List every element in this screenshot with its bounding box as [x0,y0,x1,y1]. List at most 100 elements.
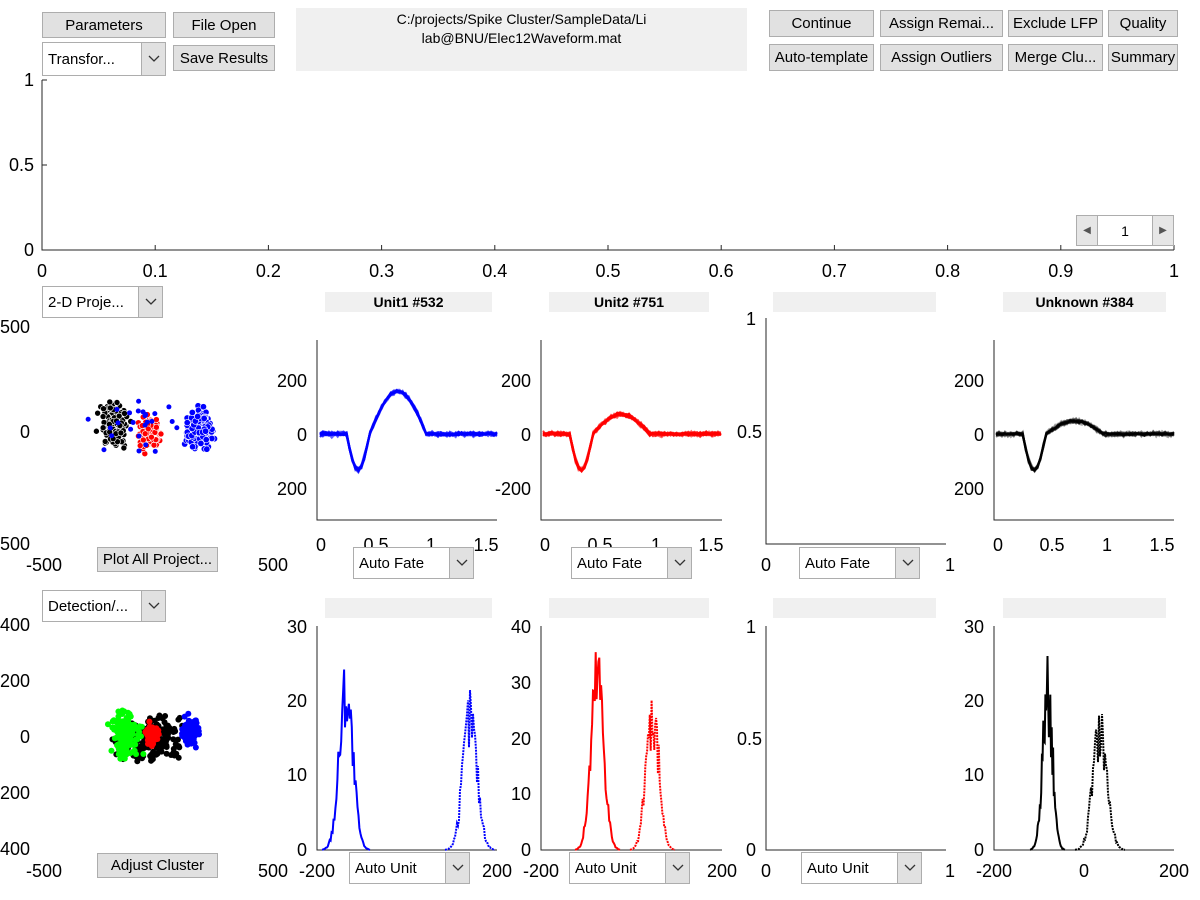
detection-scatter [104,707,203,765]
unit1-unit-value: Auto Unit [355,859,417,877]
top-xtick-label: 0.4 [482,261,507,281]
scatter-point [141,430,149,437]
scatter-point [199,403,207,411]
h2-ytick-3: 20 [511,729,531,749]
adjust-cluster-button[interactable]: Adjust Cluster [97,853,218,878]
scatter-point [115,708,122,715]
waveform-trace [995,418,1175,472]
waveform-trace [542,411,722,473]
assign-outliers-button[interactable]: Assign Outliers [880,44,1003,71]
scatter-point [113,399,121,406]
scatter-point [197,439,205,447]
scatter-point [202,427,210,435]
detection-select[interactable]: Detection/... [42,590,166,622]
wf4-xtick-3: 1 [1102,535,1112,555]
page-slider[interactable]: ◀ 1 ▶ [1076,215,1174,246]
scatter-point [157,430,165,438]
wf4-ytick-2: 0 [974,425,984,445]
unit1-fate-select[interactable]: Auto Fate [353,547,474,579]
waveform-trace [542,413,722,473]
scatter-point [200,414,208,422]
unit2-unit-select[interactable]: Auto Unit [569,852,690,884]
scatter-point [146,718,153,725]
scatter-point [172,728,179,735]
waveform-trace [995,419,1175,470]
unit3-fate-select[interactable]: Auto Fate [799,547,920,579]
waveform-trace [995,416,1175,473]
continue-button[interactable]: Continue [769,10,874,37]
waveform-trace [319,390,498,469]
top-xtick-label: 0.1 [143,261,168,281]
scatter-point [163,743,170,750]
unit2-fate-select[interactable]: Auto Fate [571,547,692,579]
arrow-right-icon[interactable]: ▶ [1159,225,1167,236]
wf2-ytick-2: 0 [521,425,531,445]
save-results-button[interactable]: Save Results [173,45,275,71]
h4-xtick-1: -200 [976,861,1012,881]
unit1-unit-select[interactable]: Auto Unit [349,852,470,884]
wf3-xtick-2: 1 [945,555,955,575]
waveform-trace [995,418,1175,472]
proj-ytick-3: 500 [0,534,30,554]
waveform-trace [542,411,722,471]
waveform-trace [319,388,498,470]
scatter-point [136,728,143,735]
scatter-point [136,448,142,454]
scatter-point [93,427,100,435]
scatter-point [188,736,195,743]
merge-clusters-button[interactable]: Merge Clu... [1008,44,1103,71]
histogram-trace [574,652,621,851]
scatter-point [175,716,182,723]
scatter-point [115,420,121,426]
h3-xtick-1: 0 [761,861,771,881]
parameters-button[interactable]: Parameters [42,12,166,38]
wf4-ytick-1: 200 [954,371,984,391]
scatter-point [101,447,107,453]
exclude-lfp-button[interactable]: Exclude LFP [1008,10,1103,37]
projection-select[interactable]: 2-D Proje... [42,286,163,318]
scatter-point [125,723,132,730]
scatter-point [108,747,115,754]
scatter-point [94,409,101,417]
page-slider-value[interactable]: 1 [1097,216,1153,245]
scatter-point [140,409,146,415]
file-open-button[interactable]: File Open [173,12,275,38]
scatter-point [115,713,122,720]
assign-remaining-button[interactable]: Assign Remai... [880,10,1003,37]
projection-axes: 500 0 500 -500 500 [0,317,288,575]
scatter-point [110,717,117,724]
scatter-point [123,748,130,755]
scatter-point [117,755,124,762]
arrow-left-icon[interactable]: ◀ [1083,225,1091,236]
quality-button[interactable]: Quality [1108,10,1178,37]
chevron-down-icon [895,548,919,578]
proj-ytick-1: 500 [0,317,30,337]
top-ytick-label: 0.5 [9,155,34,175]
scatter-point [153,423,160,431]
h2-ytick-1: 40 [511,617,531,637]
scatter-point [148,736,155,743]
waveform-trace [542,412,722,473]
scatter-point [100,405,107,413]
waveform-unit1-axes: 200 0 200 0 0.5 1 1.5 [277,340,499,555]
unit3-unit-select[interactable]: Auto Unit [801,852,922,884]
scatter-point [174,425,180,431]
plot-all-projections-button[interactable]: Plot All Project... [97,547,218,572]
hist-empty-axes: 1 0.5 0 0 1 [737,617,955,881]
h2-xtick-1: -200 [523,861,559,881]
scatter-point [85,416,91,422]
unit3-label [773,292,936,312]
transform-select[interactable]: Transfor... [42,42,166,76]
scatter-point [185,710,192,717]
auto-template-button[interactable]: Auto-template [769,44,874,71]
scatter-point [123,714,130,721]
scatter-point [129,741,136,748]
chevron-down-icon [445,853,469,883]
scatter-point [109,433,115,439]
scatter-point [133,751,140,758]
summary-button[interactable]: Summary [1108,44,1178,71]
scatter-point [114,406,120,412]
scatter-point [170,745,177,752]
waveform-trace [995,417,1175,472]
top-xtick-label: 1 [1169,261,1179,281]
